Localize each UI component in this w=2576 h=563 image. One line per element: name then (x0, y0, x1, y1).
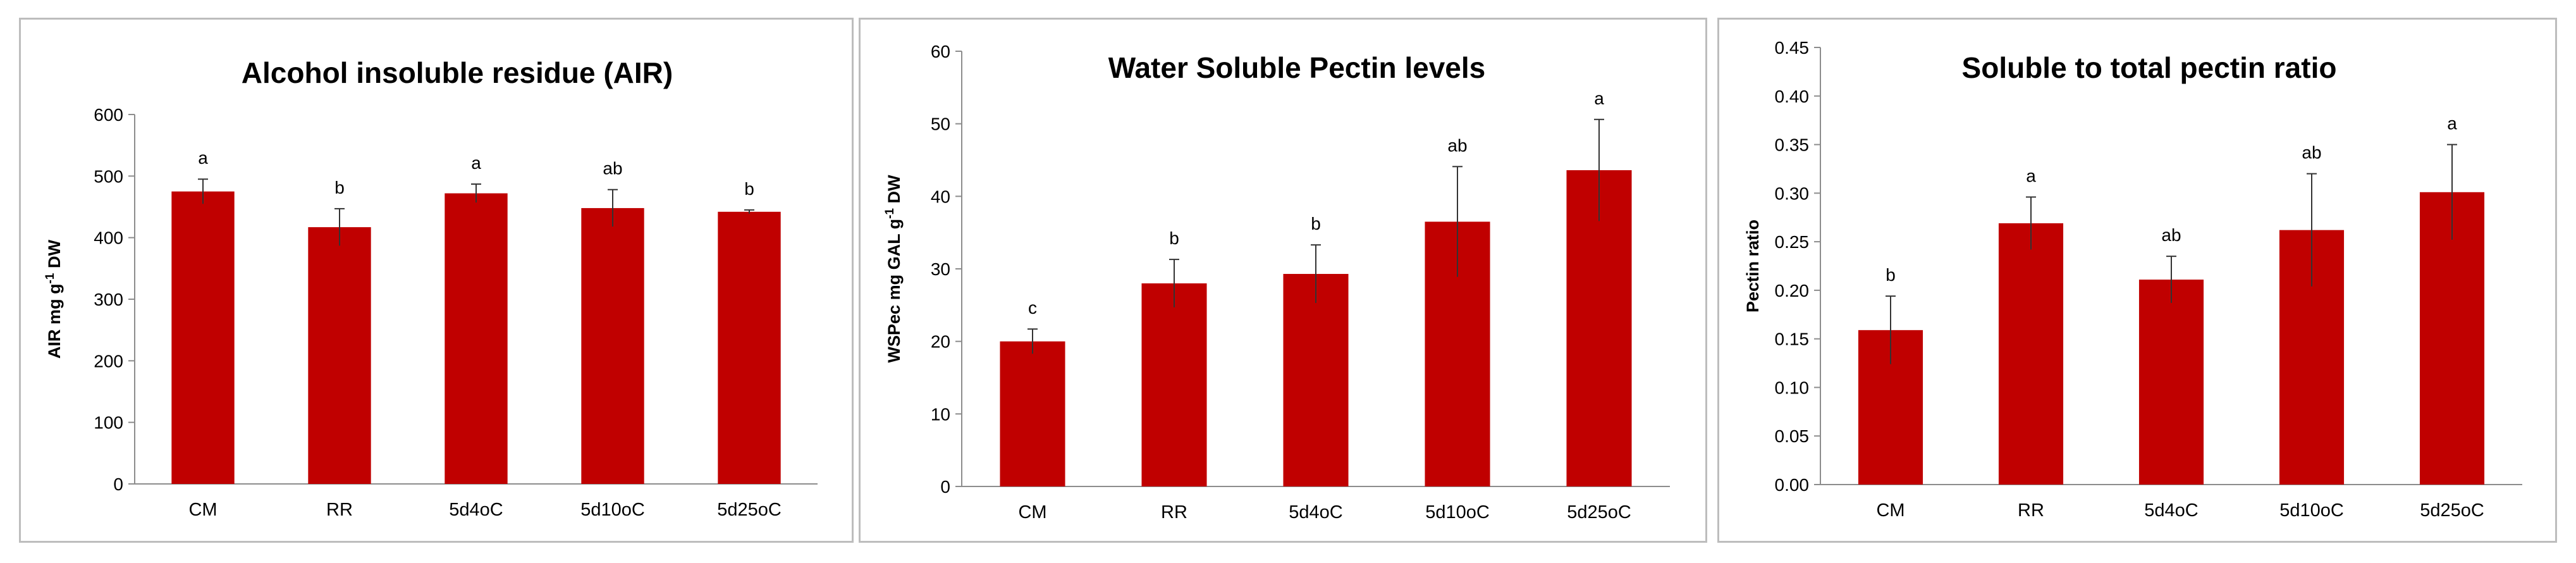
y-tick-label: 50 (931, 114, 950, 134)
significance-label: b (744, 179, 754, 199)
significance-label: b (1311, 214, 1321, 233)
category-label: RR (326, 500, 353, 520)
bar (2419, 192, 2485, 485)
y-axis-label: AIR mg g-1 DW (44, 240, 64, 359)
significance-label: b (1169, 228, 1179, 248)
significance-label: ab (603, 159, 622, 178)
y-tick-label: 600 (94, 105, 123, 125)
category-label: 5d10oC (580, 500, 645, 520)
y-axis-label: WSPec mg GAL g-1 DW (883, 175, 904, 362)
significance-label: c (1028, 298, 1037, 318)
category-label: CM (1876, 500, 1904, 521)
significance-label: a (471, 153, 481, 173)
air-chart: Alcohol insoluble residue (AIR) AIR mg g-… (44, 56, 818, 520)
y-tick-label: 0.25 (1775, 232, 1810, 252)
y-tick-label: 100 (94, 413, 123, 433)
y-tick-label: 400 (94, 228, 123, 248)
y-tick-label: 0.10 (1775, 378, 1810, 397)
significance-label: a (1594, 89, 1604, 108)
significance-label: ab (1447, 135, 1467, 155)
y-tick-label: 60 (931, 42, 950, 61)
category-label: 5d25oC (717, 500, 782, 520)
y-tick-label: 0.35 (1775, 135, 1810, 155)
category-label: 5d4oC (449, 500, 503, 520)
category-label: 5d25oC (1567, 502, 1631, 523)
category-label: 5d10oC (2279, 500, 2344, 521)
y-tick-label: 0 (940, 477, 950, 497)
y-tick-label: 20 (931, 332, 950, 352)
water-soluble-pectin-chart: Water Soluble Pectin levels WSPec mg GAL … (883, 42, 1670, 523)
category-label: CM (188, 500, 217, 520)
y-tick-label: 0.00 (1775, 475, 1810, 495)
y-tick-label: 0.45 (1775, 38, 1810, 58)
category-label: 5d25oC (2420, 500, 2484, 521)
bar (1000, 341, 1065, 486)
significance-label: ab (2161, 225, 2181, 245)
y-tick-label: 0.05 (1775, 426, 1810, 446)
significance-label: b (334, 178, 345, 197)
chart-title: Soluble to total pectin ratio (1962, 51, 2337, 84)
y-tick-label: 500 (94, 166, 123, 186)
significance-label: a (2447, 114, 2457, 133)
chart-title: Alcohol insoluble residue (AIR) (242, 56, 673, 89)
y-tick-label: 200 (94, 351, 123, 371)
y-tick-label: 0.30 (1775, 183, 1810, 203)
category-label: 5d10oC (1425, 502, 1490, 523)
category-label: 5d4oC (2144, 500, 2198, 521)
y-tick-label: 10 (931, 404, 950, 424)
bar (581, 207, 644, 484)
significance-label: a (198, 148, 208, 168)
y-axis-label: Pectin ratio (1743, 220, 1762, 312)
bar (171, 191, 235, 484)
bar (718, 211, 781, 484)
category-label: 5d4oC (1289, 502, 1342, 523)
water-soluble-pectin-chart-panel: Water Soluble Pectin levels WSPec mg GAL … (859, 18, 1707, 543)
bar (1566, 170, 1632, 486)
y-tick-label: 0.20 (1775, 281, 1810, 300)
pectin-ratio-chart-panel: Soluble to total pectin ratio Pectin rati… (1717, 18, 2557, 543)
y-tick-label: 0.40 (1775, 87, 1810, 106)
bar (1998, 223, 2064, 485)
bar (445, 193, 508, 484)
pectin-ratio-chart: Soluble to total pectin ratio Pectin rati… (1743, 38, 2522, 521)
y-tick-label: 40 (931, 187, 950, 206)
category-label: RR (2018, 500, 2044, 521)
chart-title: Water Soluble Pectin levels (1108, 51, 1486, 84)
significance-label: a (2026, 166, 2036, 185)
category-label: RR (1161, 502, 1187, 523)
y-tick-label: 30 (931, 259, 950, 279)
bar (1141, 283, 1207, 486)
y-tick-label: 0 (113, 474, 123, 494)
significance-label: b (1886, 265, 1896, 285)
significance-label: ab (2302, 143, 2321, 163)
y-tick-label: 0.15 (1775, 330, 1810, 349)
y-tick-label: 300 (94, 290, 123, 309)
bar (308, 227, 371, 484)
bar (2138, 279, 2204, 485)
bar (1283, 274, 1349, 486)
air-chart-panel: Alcohol insoluble residue (AIR) AIR mg g-… (19, 18, 854, 543)
category-label: CM (1018, 502, 1046, 523)
